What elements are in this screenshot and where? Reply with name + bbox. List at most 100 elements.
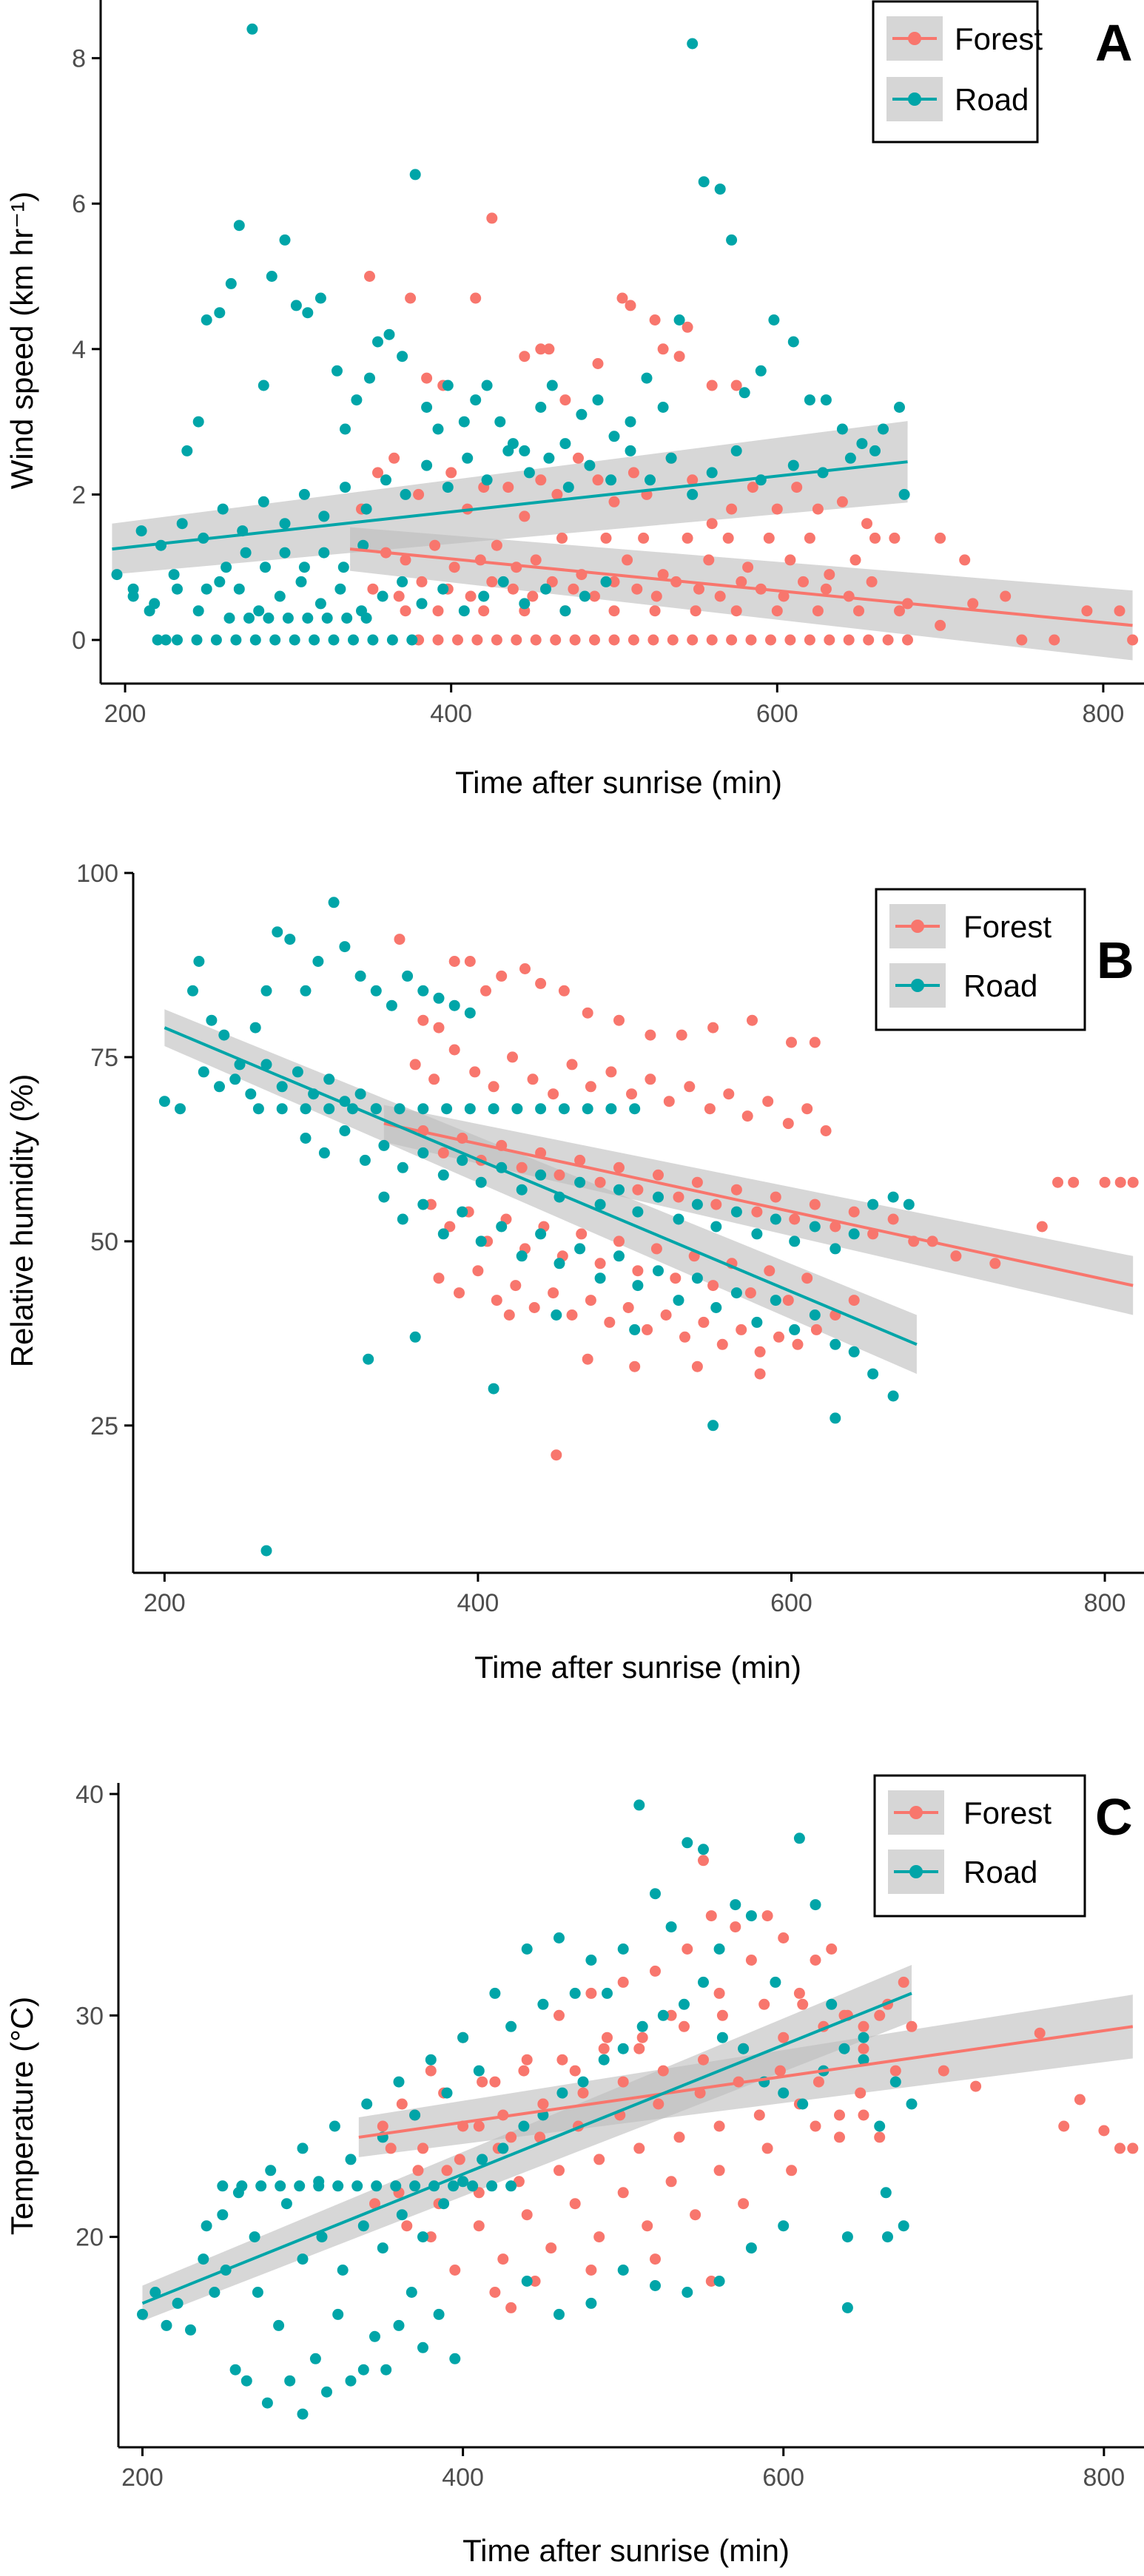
panel-a-road-point [332,365,343,377]
panel-a-forest-point [592,358,604,369]
panel-c-forest-point [938,2065,949,2077]
panel-c-forest-point [1034,2027,1046,2039]
panel-b-road-point [457,1154,468,1166]
panel-b-forest-point [645,1073,656,1085]
panel-a-forest-point [616,292,628,304]
panel-a-forest-point [861,518,872,530]
panel-b-road-point [830,1243,841,1255]
panel-c-road-point [797,2098,809,2110]
panel-c-road-point [297,2253,309,2265]
panel-b-road-point [417,1103,429,1115]
panel-a-road-point [135,525,147,537]
panel-a-road-point [214,307,226,319]
panel-a-road-point [494,416,506,428]
panel-a-road-point [172,583,183,595]
panel-b-road-point [354,1088,366,1100]
panel-a-road-point [657,402,669,413]
panel-a-road-point [223,613,235,624]
panel-a-forest-point [771,605,783,617]
panel-a-road-point [481,474,493,486]
panel-b-forest-point [448,956,460,967]
panel-a-chart: 200 400 600 800 0 2 4 6 8 Time after sunrise (m… [4,0,1144,800]
panel-a-forest-point [742,562,754,573]
panel-c-forest-point [786,2165,798,2177]
panel-b-forest-point [551,1449,562,1461]
panel-a-forest-point [400,605,411,617]
panel-a-road-point [673,314,685,326]
panel-b-forest-point [684,1081,696,1093]
panel-c-road-point [738,2043,750,2054]
panel-c-road-point [441,2087,453,2099]
panel-a-road-point [804,394,815,406]
panel-c-forest-point [518,2065,530,2077]
panel-b-road-point [318,1147,330,1159]
panel-b-ribbons [164,1009,1134,1375]
panel-b-road-point [770,1295,781,1306]
panel-a-legend-forest-label: Forest [955,21,1043,56]
panel-a-road-point [730,445,742,456]
panel-b-road-point [830,1412,841,1424]
panel-b-road-point [554,1258,565,1270]
panel-a-forest-trendline [349,547,1133,627]
panel-c-forest-point [417,2142,428,2154]
panel-c-legend-road-dot [909,1865,923,1878]
panel-c-road-point [730,1899,741,1911]
panel-a-forest-point [649,314,661,326]
panel-a-road-point [409,169,421,181]
panel-a-road-point [380,474,391,486]
panel-c-forest-point [679,2020,690,2032]
panel-b-road-point [488,1103,499,1115]
panel-c-forest-point [874,2131,886,2143]
panel-a-forest-point [687,634,699,646]
panel-c-legend-road-label: Road [963,1855,1037,1889]
panel-a-road-point [878,423,889,435]
panel-c-forest-point [505,2131,517,2143]
panel-a-road-point [298,488,310,500]
panel-c-road-point [337,2265,349,2276]
panel-b-forest-point [437,1147,449,1159]
panel-a-forest-point [1049,634,1060,646]
panel-a-forest-point [673,351,685,363]
panel-a-road-point [523,467,535,479]
panel-b-road-point [378,1139,390,1151]
panel-c-forest-point [713,2120,725,2132]
panel-a-road-point [160,634,172,646]
panel-c-forest-point [585,1987,597,1999]
panel-b-road-point [229,1073,241,1085]
panel-c-forest-point [797,1998,809,2010]
panel-b-forest-point [527,1073,539,1085]
panel-a-road-point [519,445,531,456]
panel-a-forest-point [388,452,400,464]
panel-a-road-point [437,583,449,595]
panel-b-forest-point [887,1213,899,1225]
panel-b-forest-point [582,1353,593,1365]
panel-b-forest-point [558,985,570,997]
panel-a-road-point [192,605,204,617]
panel-c-road-point [770,1976,781,1988]
panel-a-forest-point [502,482,514,493]
panel-b-road-point [339,1125,351,1136]
panel-b-road-point [386,999,397,1011]
panel-a-points [111,23,1139,646]
panel-c-forest-point [412,2165,424,2177]
panel-b-road-point [409,1331,421,1343]
panel-b-forest-point [394,934,406,945]
panel-c-road-point [137,2308,148,2320]
panel-c-road-point [369,2330,380,2342]
panel-a-forest-point [448,562,460,573]
panel-b-forest-point [810,1324,822,1335]
panel-b-road-point [464,1007,476,1019]
panel-c-forest-point [1098,2125,1110,2137]
panel-c-forest-point [505,2302,517,2313]
panel-b-road-point [394,1103,406,1115]
panel-a-road-point [258,496,269,508]
panel-a-forest-point [530,634,542,646]
panel-c-forest-point [642,2220,653,2232]
panel-a-legend-road-label: Road [955,82,1029,117]
panel-a-forest-point [478,605,490,617]
panel-a-road-point [641,372,653,384]
panel-c-road-point [329,2120,340,2132]
panel-c-forest-point [698,2054,709,2066]
panel-a-road-trendline [112,460,908,551]
panel-c-road-point [745,2242,757,2254]
